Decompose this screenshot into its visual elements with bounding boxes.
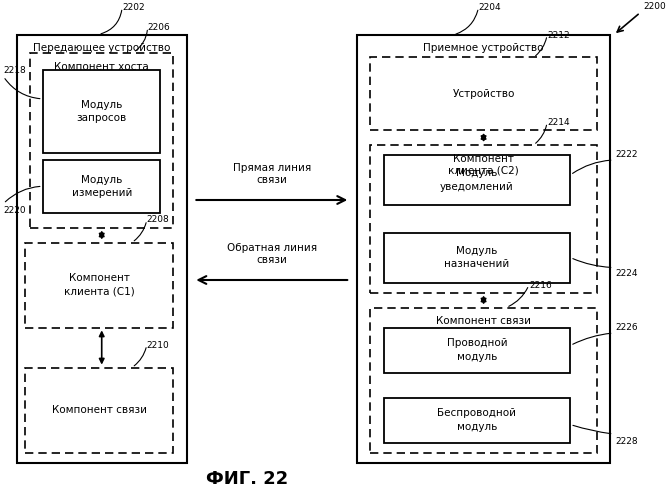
- Bar: [370, 145, 597, 292]
- Text: 2216: 2216: [529, 280, 552, 289]
- Bar: [43, 160, 160, 212]
- Text: 2228: 2228: [616, 436, 638, 446]
- Text: 2214: 2214: [547, 118, 570, 127]
- Text: 2210: 2210: [147, 340, 169, 349]
- Bar: [370, 58, 597, 130]
- Text: 2200: 2200: [644, 2, 666, 11]
- Bar: [384, 232, 570, 282]
- Text: Модуль
уведомлений: Модуль уведомлений: [440, 168, 514, 192]
- Bar: [384, 328, 570, 372]
- Bar: [43, 70, 160, 152]
- Text: Компонент
клиента (С1): Компонент клиента (С1): [64, 274, 135, 296]
- Bar: [384, 398, 570, 442]
- Text: 2204: 2204: [478, 3, 501, 12]
- Text: Устройство: Устройство: [452, 89, 515, 99]
- Text: Передающее устройство: Передающее устройство: [33, 42, 170, 52]
- Text: Прямая линия
связи: Прямая линия связи: [233, 164, 311, 185]
- Text: Проводной
модуль: Проводной модуль: [447, 338, 507, 361]
- Text: Компонент хоста: Компонент хоста: [54, 62, 149, 72]
- Bar: [357, 35, 610, 462]
- Text: Компонент связи: Компонент связи: [52, 405, 147, 415]
- Text: 2202: 2202: [122, 3, 145, 12]
- Text: Компонент
клиента (С2): Компонент клиента (С2): [448, 154, 519, 176]
- Text: Модуль
измерений: Модуль измерений: [71, 174, 132, 198]
- Text: 2218: 2218: [3, 66, 26, 75]
- Text: Модуль
назначений: Модуль назначений: [444, 246, 510, 269]
- Text: Беспроводной
модуль: Беспроводной модуль: [438, 408, 516, 432]
- Bar: [25, 368, 173, 452]
- Text: 2206: 2206: [147, 23, 170, 32]
- Text: 2222: 2222: [616, 150, 638, 159]
- Text: 2208: 2208: [147, 216, 169, 224]
- Bar: [384, 155, 570, 205]
- Text: 2212: 2212: [547, 30, 570, 40]
- Text: 2224: 2224: [616, 268, 638, 278]
- Text: Приемное устройство: Приемное устройство: [424, 42, 544, 52]
- Text: Модуль
запросов: Модуль запросов: [77, 100, 127, 123]
- Text: Компонент связи: Компонент связи: [436, 316, 531, 326]
- Text: 2220: 2220: [3, 206, 26, 216]
- Bar: [17, 35, 187, 462]
- Text: 2226: 2226: [616, 323, 638, 332]
- Bar: [370, 308, 597, 452]
- Bar: [25, 242, 173, 328]
- Text: Обратная линия
связи: Обратная линия связи: [227, 244, 317, 265]
- Text: ФИГ. 22: ФИГ. 22: [205, 470, 288, 488]
- Bar: [30, 52, 173, 228]
